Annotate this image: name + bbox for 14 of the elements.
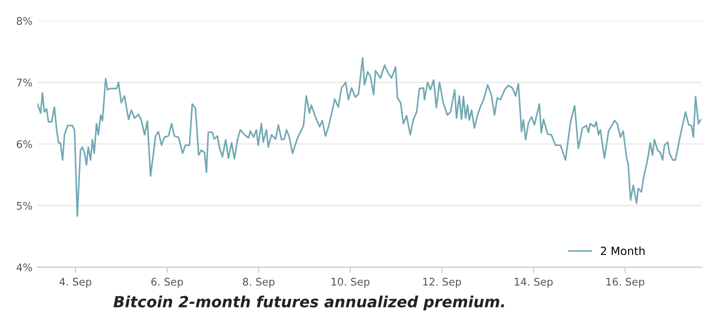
y-tick-label: 7% <box>16 78 32 87</box>
x-tick-label: 10. Sep <box>332 278 370 288</box>
x-tick-label: 16. Sep <box>606 278 644 288</box>
y-tick-label: 8% <box>16 17 32 25</box>
y-tick-label: 4% <box>16 263 32 272</box>
legend-label: 2 Month <box>600 246 645 256</box>
y-tick-label: 6% <box>16 140 32 148</box>
x-tick-label: 14. Sep <box>514 278 553 288</box>
x-tick-label: 6. Sep <box>151 278 183 288</box>
text: Bitcoin 2-month futures annualized premium. <box>114 296 504 310</box>
x-tick-label: 12. Sep <box>423 278 462 288</box>
x-tick-label: 8. Sep <box>242 278 275 288</box>
x-tick-label: 4. Sep <box>60 278 92 288</box>
y-tick-label: 5% <box>16 202 32 210</box>
